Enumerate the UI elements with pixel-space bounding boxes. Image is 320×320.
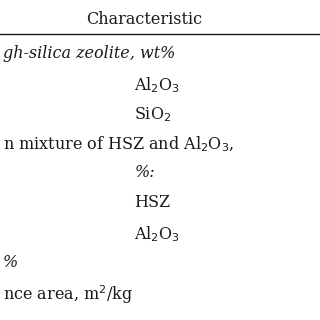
Text: %: % — [3, 254, 19, 271]
Text: SiO$_2$: SiO$_2$ — [134, 105, 172, 124]
Text: gh-silica zeolite, wt%: gh-silica zeolite, wt% — [3, 45, 176, 62]
Text: Al$_2$O$_3$: Al$_2$O$_3$ — [134, 75, 180, 95]
Text: Al$_2$O$_3$: Al$_2$O$_3$ — [134, 224, 180, 244]
Text: n mixture of HSZ and Al$_2$O$_3$,: n mixture of HSZ and Al$_2$O$_3$, — [3, 135, 235, 154]
Text: HSZ: HSZ — [134, 194, 171, 211]
Text: nce area, m$^2$/kg: nce area, m$^2$/kg — [3, 284, 133, 306]
Text: Characteristic: Characteristic — [86, 11, 202, 28]
Text: %:: %: — [134, 164, 155, 181]
